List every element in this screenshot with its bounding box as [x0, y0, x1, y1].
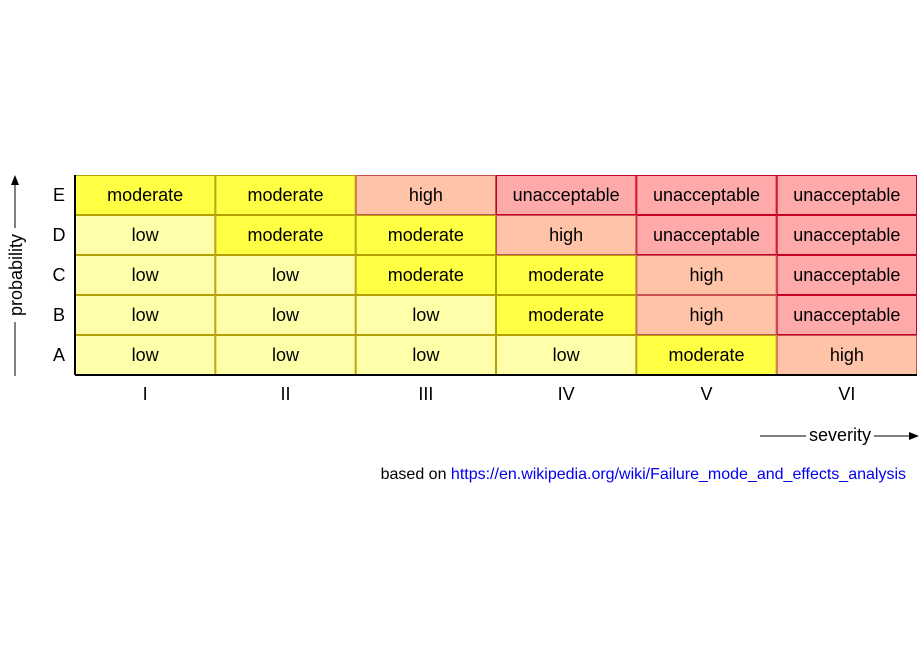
cell	[776, 175, 918, 215]
cell	[75, 295, 216, 335]
column-label: VI	[838, 384, 855, 404]
cell	[355, 175, 496, 215]
cell-label: unacceptable	[653, 225, 760, 245]
cell-label: moderate	[247, 185, 323, 205]
row-label: C	[53, 265, 66, 285]
column-label: V	[700, 384, 712, 404]
cell	[75, 335, 216, 375]
cell-label: high	[689, 305, 723, 325]
column-label: IV	[558, 384, 575, 404]
cell	[496, 215, 637, 255]
cell-label: low	[272, 345, 300, 365]
cell-label: high	[409, 185, 443, 205]
cell-label: low	[272, 305, 300, 325]
y-axis-label: probability	[6, 234, 26, 316]
cell	[776, 255, 918, 295]
row-label: E	[53, 185, 65, 205]
cell-label: moderate	[668, 345, 744, 365]
cell	[75, 175, 216, 215]
footer-prefix: based on	[381, 466, 447, 483]
cell-label: unacceptable	[653, 185, 760, 205]
cell-label: high	[549, 225, 583, 245]
footer: based on https://en.wikipedia.org/wiki/F…	[381, 466, 906, 483]
column-label: II	[280, 384, 290, 404]
row-label: A	[53, 345, 65, 365]
cell	[215, 255, 356, 295]
cell	[636, 295, 777, 335]
cell	[215, 335, 356, 375]
cell	[776, 215, 918, 255]
cell	[496, 335, 637, 375]
cell	[496, 255, 637, 295]
cells: moderate moderate high unacceptable unaccept…	[75, 175, 918, 375]
cell-label: high	[689, 265, 723, 285]
cell	[355, 255, 496, 295]
y-label-bg	[6, 228, 26, 322]
cell	[636, 255, 777, 295]
cell-label: moderate	[107, 185, 183, 205]
cell-label: moderate	[528, 265, 604, 285]
cell-label: low	[132, 225, 160, 245]
cell-label: moderate	[528, 305, 604, 325]
cell-label: unacceptable	[513, 185, 620, 205]
x-label-bg	[806, 426, 874, 446]
cell	[355, 335, 496, 375]
cell-label: low	[132, 265, 160, 285]
cell-label: unacceptable	[793, 305, 900, 325]
cell	[636, 175, 777, 215]
cell-label: low	[132, 305, 160, 325]
cell	[776, 335, 918, 375]
cell	[215, 215, 356, 255]
cell-label: unacceptable	[793, 225, 900, 245]
cell-label: moderate	[388, 265, 464, 285]
cell	[636, 335, 777, 375]
row-label: D	[53, 225, 66, 245]
cell-label: low	[272, 265, 300, 285]
cell-label: moderate	[247, 225, 323, 245]
cell	[75, 255, 216, 295]
cell-label: low	[553, 345, 581, 365]
cell	[636, 215, 777, 255]
cell	[496, 175, 637, 215]
cell	[776, 295, 918, 335]
cell-label: low	[412, 305, 440, 325]
column-label: III	[418, 384, 433, 404]
cell-label: low	[412, 345, 440, 365]
cell-label: low	[132, 345, 160, 365]
cell	[355, 215, 496, 255]
cell	[75, 215, 216, 255]
cell-label: high	[830, 345, 864, 365]
cell	[496, 295, 637, 335]
cell	[355, 295, 496, 335]
column-label: I	[143, 384, 148, 404]
cell	[215, 295, 356, 335]
cell-label: unacceptable	[793, 185, 900, 205]
cell	[215, 175, 356, 215]
cell-label: moderate	[388, 225, 464, 245]
cell-label: unacceptable	[793, 265, 900, 285]
x-axis-label: severity	[809, 425, 871, 445]
footer-link[interactable]: https://en.wikipedia.org/wiki/Failure_mo…	[451, 466, 906, 483]
row-label: B	[53, 305, 65, 325]
